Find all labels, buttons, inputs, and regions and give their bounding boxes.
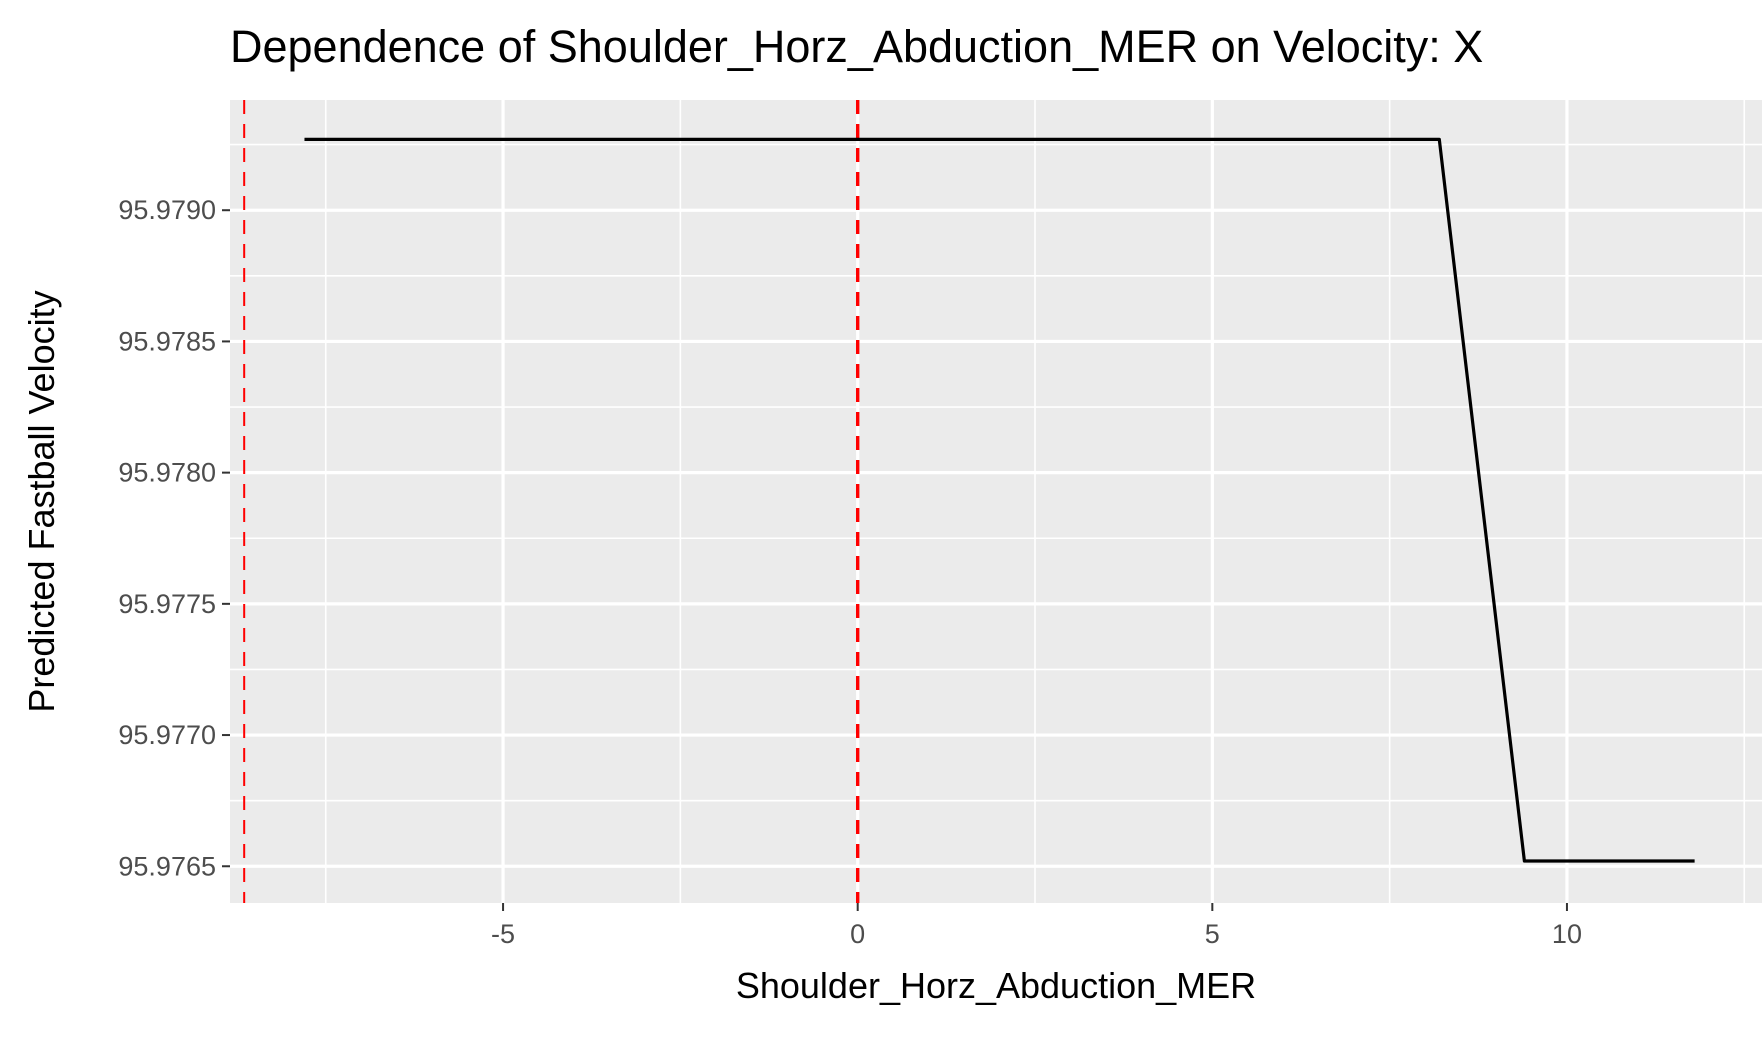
series-line-0 [304, 137, 1695, 863]
x-tick-label: -5 [491, 919, 515, 949]
y-tick-label: 95.9780 [118, 458, 216, 488]
reference-lines [243, 100, 860, 903]
y-tick-label: 95.9775 [118, 589, 216, 619]
x-axis-title: Shoulder_Horz_Abduction_MER [736, 965, 1256, 1006]
y-tick-label: 95.9790 [118, 195, 216, 225]
y-tick-label: 95.9785 [118, 326, 216, 356]
y-tick-label: 95.9765 [118, 851, 216, 881]
x-axis: -5 0 5 10 [491, 903, 1582, 949]
chart-title: Dependence of Shoulder_Horz_Abduction_ME… [230, 21, 1483, 72]
series-group [304, 137, 1695, 863]
y-axis-title: Predicted Fastball Velocity [21, 290, 62, 712]
x-tick-label: 0 [850, 919, 865, 949]
y-tick-label: 95.9770 [118, 720, 216, 750]
grid-minor [230, 100, 1762, 903]
grid-major [230, 100, 1762, 903]
plot-panel [230, 100, 1762, 903]
x-tick-label: 5 [1205, 919, 1220, 949]
y-axis: 95.9765 95.9770 95.9775 95.9780 95.9785 95.97… [118, 195, 230, 881]
x-tick-label: 10 [1552, 919, 1582, 949]
